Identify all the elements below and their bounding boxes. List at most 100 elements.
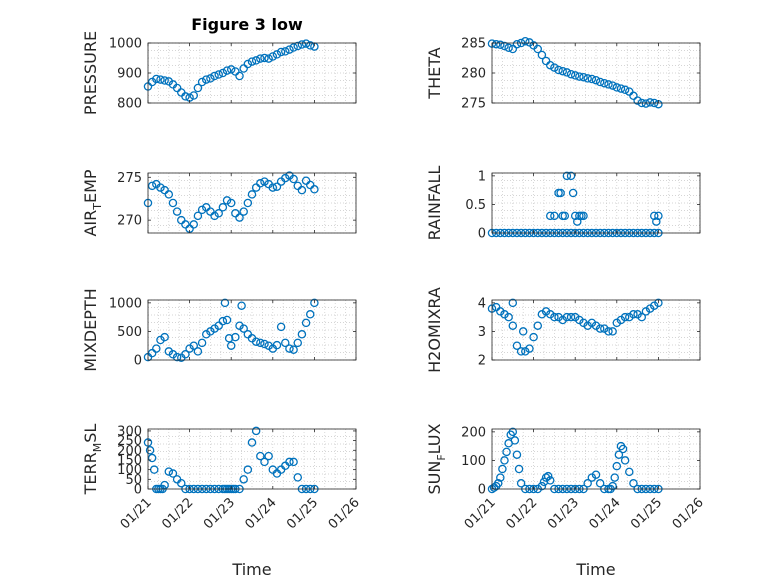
data-point [502,447,511,457]
data-point [214,70,223,79]
data-point [550,211,559,221]
data-point [243,465,253,474]
data-point [197,77,207,87]
subplot-5: 0 500 1000 MIXDEPTH [81,288,357,372]
y-axis-label: TERRMSL [81,424,104,496]
data-point [521,36,530,46]
data-point [516,347,526,356]
data-point [268,52,278,61]
data-point [587,74,597,84]
data-point [256,451,265,461]
data-point [645,98,655,107]
data-point [164,467,174,476]
y-tick-label: 100 [461,454,486,469]
data-point [498,464,507,474]
y-axis-label: RAINFALL [425,166,444,241]
data-point [235,213,244,222]
data-point [508,321,518,330]
grid [491,172,701,234]
data-point [147,181,157,191]
data-point [566,69,576,79]
data-point [289,43,298,52]
data-point [164,190,174,199]
data-point [285,344,294,353]
data-point [504,43,513,53]
data-point [156,75,165,84]
data-point [518,327,528,336]
data-point [193,211,203,221]
data-point [616,84,626,93]
data-point [193,83,203,93]
data-point [600,78,609,88]
data-point [545,476,555,485]
data-point [629,479,638,488]
data-point [272,182,282,191]
data-point [160,332,169,342]
data-point [595,479,605,488]
data-point [256,338,265,348]
data-point [272,50,282,59]
y-tick-label: 150 [117,453,142,468]
data-point [285,457,294,467]
data-point [641,99,651,108]
y-tick-label: 285 [461,37,486,52]
y-tick-label: 0 [478,227,486,242]
grid [491,299,701,361]
data-point [595,77,605,87]
data-point [614,450,624,459]
data-point [189,220,199,229]
data-point [560,211,570,221]
data-point [568,188,578,198]
axes-box [147,428,357,490]
x-axis-label: Time [575,560,615,579]
y-axis-label: SUNFLUX [425,423,448,494]
data-point [562,171,572,181]
data-point [310,298,319,308]
data-point [301,39,311,48]
data-point [289,345,298,354]
data-point [514,464,524,474]
data-point [612,461,622,471]
data-point [181,92,190,101]
data-point [508,298,518,308]
data-point [512,450,522,459]
data-point [305,310,315,319]
data-point [297,40,307,49]
data-point [226,65,236,74]
data-point [654,298,663,308]
data-point [281,173,290,183]
data-point [276,47,286,57]
data-point [545,60,555,70]
data-point [226,341,236,350]
y-axis-label: MIXDEPTH [81,288,100,371]
data-point [562,68,572,77]
data-point [508,44,518,54]
y-tick-label: 900 [117,67,142,82]
data-point [293,41,303,51]
data-point [189,341,199,350]
data-point [237,301,246,310]
y-tick-label: 500 [117,325,142,340]
data-point [305,41,315,50]
data-point [145,446,155,455]
data-point [293,473,303,482]
data-point [629,91,638,101]
data-point [649,211,659,221]
y-tick-label: 250 [117,434,142,449]
data-point [550,63,559,72]
y-axis-label: AIRTEMP [81,169,104,236]
subplot-6: 2 3 4 H2OMIXRA [425,287,701,373]
data-point [210,211,219,221]
data-points [143,171,319,233]
data-point [654,211,663,221]
data-point [537,481,547,491]
data-point [583,479,592,488]
y-tick-label: 300 [117,424,142,439]
data-point [595,324,605,333]
data-point [260,177,269,186]
y-tick-label: 0 [134,354,142,369]
data-point [251,56,261,65]
data-point [251,337,261,346]
